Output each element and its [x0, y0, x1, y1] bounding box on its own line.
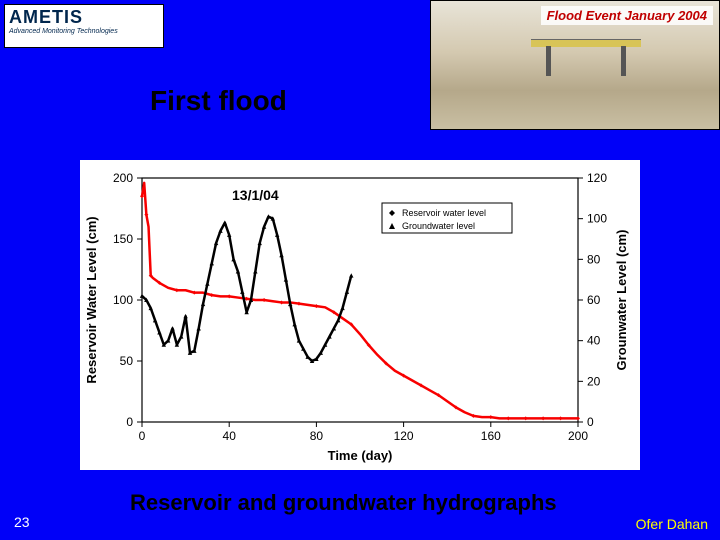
svg-text:0: 0	[587, 415, 594, 429]
logo: AMETIS Advanced Monitoring Technologies	[4, 4, 164, 48]
chart-caption: Reservoir and groundwater hydrographs	[130, 490, 557, 516]
chart-container: 04080120160200Time (day)050100150200Rese…	[80, 160, 640, 470]
hydrograph-chart: 04080120160200Time (day)050100150200Rese…	[80, 160, 640, 470]
svg-text:20: 20	[587, 374, 601, 388]
svg-text:0: 0	[126, 415, 133, 429]
svg-text:40: 40	[223, 429, 237, 443]
svg-text:80: 80	[310, 429, 324, 443]
page-number: 23	[14, 514, 30, 530]
svg-text:120: 120	[587, 171, 607, 185]
svg-text:Grounwater Level (cm): Grounwater Level (cm)	[614, 230, 629, 371]
svg-text:0: 0	[139, 429, 146, 443]
banner-label: Flood Event January 2004	[541, 6, 713, 25]
banner-post	[546, 46, 551, 76]
svg-text:40: 40	[587, 334, 601, 348]
svg-text:200: 200	[568, 429, 588, 443]
logo-name: AMETIS	[9, 7, 159, 28]
banner-photo: Flood Event January 2004	[430, 0, 720, 130]
svg-text:160: 160	[481, 429, 501, 443]
banner-post	[621, 46, 626, 76]
author-name: Ofer Dahan	[636, 516, 708, 532]
page-title: First flood	[150, 85, 287, 117]
svg-text:150: 150	[113, 232, 133, 246]
svg-text:100: 100	[587, 212, 607, 226]
svg-text:Reservoir water level: Reservoir water level	[402, 208, 486, 218]
svg-text:200: 200	[113, 171, 133, 185]
svg-text:Groundwater level: Groundwater level	[402, 221, 475, 231]
svg-text:60: 60	[587, 293, 601, 307]
svg-text:Reservoir Water Level (cm): Reservoir Water Level (cm)	[84, 216, 99, 383]
svg-text:50: 50	[120, 354, 134, 368]
svg-text:100: 100	[113, 293, 133, 307]
logo-sub: Advanced Monitoring Technologies	[9, 28, 159, 35]
svg-text:13/1/04: 13/1/04	[232, 187, 279, 203]
slide: AMETIS Advanced Monitoring Technologies …	[0, 0, 720, 540]
svg-text:Time (day): Time (day)	[328, 448, 393, 463]
svg-text:120: 120	[394, 429, 414, 443]
svg-text:80: 80	[587, 252, 601, 266]
